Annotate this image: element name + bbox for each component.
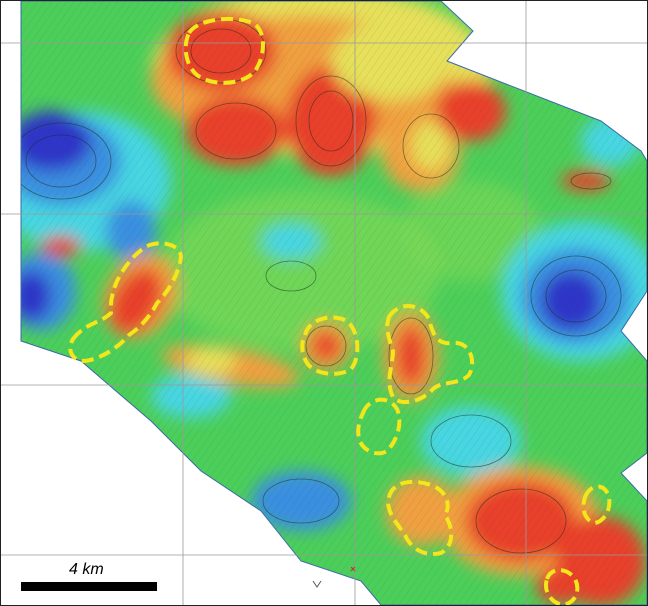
scale-bar: 4 km <box>21 561 161 597</box>
highlight-zone <box>385 304 475 405</box>
map-markers <box>312 566 356 588</box>
highlight-zone <box>581 484 612 525</box>
scale-line <box>21 582 157 591</box>
highlight-zone <box>68 241 183 363</box>
marker-symbol <box>350 566 356 572</box>
highlight-zone <box>183 16 265 85</box>
contour-lines <box>21 18 622 554</box>
highlight-zone <box>386 479 454 556</box>
highlight-zone <box>356 397 402 456</box>
marker-symbol <box>312 580 322 588</box>
survey-boundary <box>20 1 647 605</box>
scale-label: 4 km <box>69 561 104 578</box>
highlighted-zones <box>68 16 612 605</box>
